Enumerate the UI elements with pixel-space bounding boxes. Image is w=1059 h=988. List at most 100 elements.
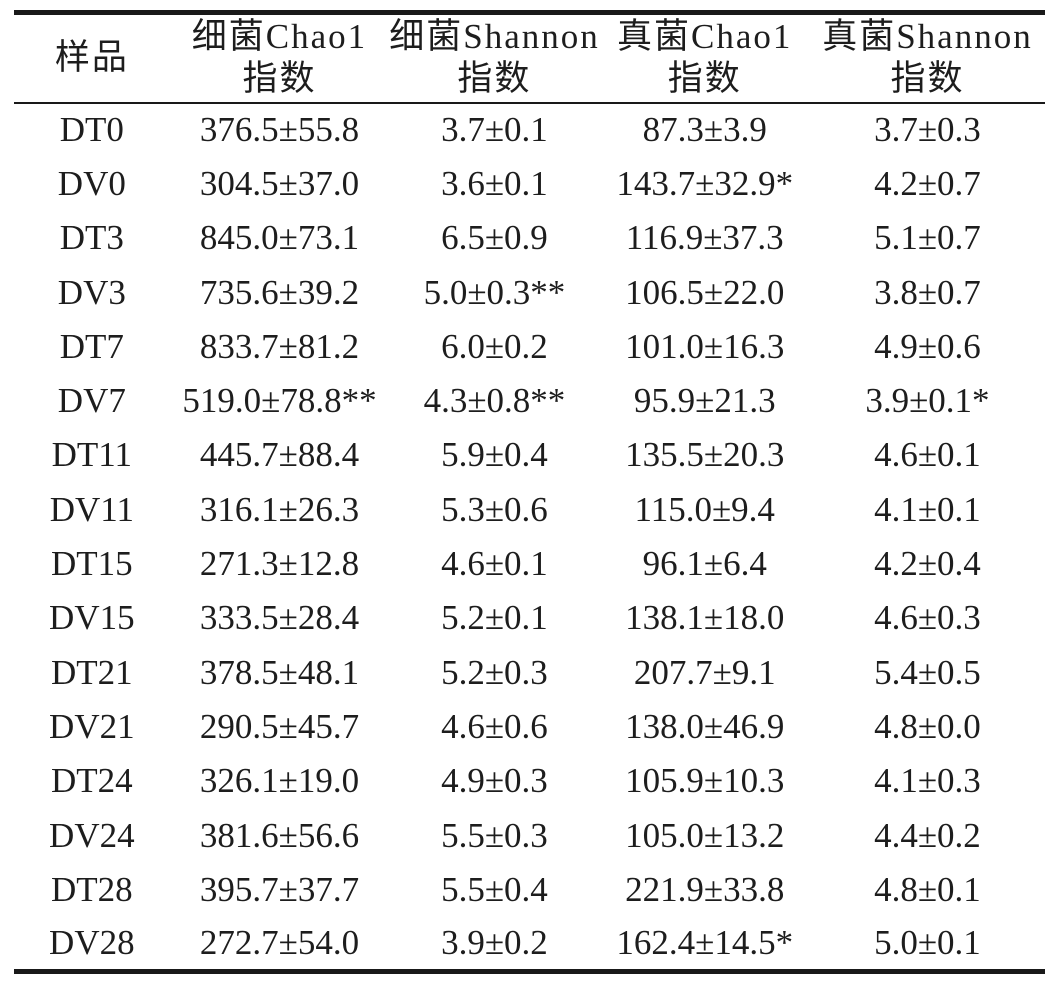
value-cell: 304.5±37.0: [199, 163, 360, 203]
column-header-fungi-shannon: 真菌Shannon 指数: [810, 13, 1045, 103]
value-cell: 4.9±0.6: [874, 326, 981, 366]
table-row: DT3 845.0±73.1 6.5±0.9 116.9±37.3 5.1±0.7: [14, 211, 1045, 265]
value-cell: 3.7±0.1: [441, 110, 548, 150]
value-cell: 378.5±48.1: [199, 652, 360, 692]
value-cell: 5.1±0.7: [874, 218, 981, 258]
value-cell: 845.0±73.1: [199, 218, 360, 258]
value-cell: 5.0±0.3**: [423, 272, 566, 312]
sample-id-cell: DT3: [59, 218, 124, 258]
value-cell: 3.7±0.3: [874, 110, 981, 150]
value-cell: 6.5±0.9: [441, 218, 548, 258]
value-cell: 95.9±21.3: [633, 381, 776, 421]
value-cell: 316.1±26.3: [199, 489, 360, 529]
table-body: DT0 376.5±55.8 3.7±0.1 87.3±3.9 3.7±0.3 DV0 30…: [14, 103, 1045, 972]
sample-id-cell: DV7: [57, 381, 126, 421]
value-cell: 4.8±0.1: [874, 869, 981, 909]
table-row: DV3 735.6±39.2 5.0±0.3** 106.5±22.0 3.8±0.7: [14, 265, 1045, 319]
sample-id-cell: DT0: [59, 110, 124, 150]
header-label-line1: 细菌Shannon: [389, 16, 600, 56]
value-cell: 4.1±0.3: [874, 761, 981, 801]
value-cell: 5.2±0.3: [441, 652, 548, 692]
value-cell: 5.0±0.1: [874, 922, 981, 962]
sample-id-cell: DV3: [57, 272, 126, 312]
value-cell: 381.6±56.6: [199, 815, 360, 855]
table-header: 样品 细菌Chao1 指数 细菌Shannon 指数 真菌Chao1 指数 真菌…: [14, 13, 1045, 103]
value-cell: 326.1±19.0: [199, 761, 360, 801]
value-cell: 290.5±45.7: [199, 706, 360, 746]
header-row: 样品 细菌Chao1 指数 细菌Shannon 指数 真菌Chao1 指数 真菌…: [14, 13, 1045, 103]
value-cell: 105.9±10.3: [625, 761, 785, 801]
value-cell: 4.1±0.1: [874, 489, 981, 529]
value-cell: 4.9±0.3: [441, 761, 548, 801]
value-cell: 4.2±0.7: [874, 163, 981, 203]
value-cell: 735.6±39.2: [199, 272, 360, 312]
table-row: DV11 316.1±26.3 5.3±0.6 115.0±9.4 4.1±0.1: [14, 483, 1045, 537]
value-cell: 4.8±0.0: [874, 706, 981, 746]
value-cell: 116.9±37.3: [625, 218, 784, 258]
value-cell: 4.6±0.3: [874, 598, 981, 638]
header-label-line1: 真菌Shannon: [822, 16, 1033, 56]
value-cell: 5.3±0.6: [441, 489, 548, 529]
table-row: DT28 395.7±37.7 5.5±0.4 221.9±33.8 4.8±0.1: [14, 863, 1045, 917]
header-label-line2: 指数: [890, 59, 965, 99]
value-cell: 4.6±0.1: [874, 435, 981, 475]
value-cell: 87.3±3.9: [642, 110, 767, 150]
header-label-line1: 真菌Chao1: [617, 16, 793, 56]
value-cell: 115.0±9.4: [634, 489, 775, 529]
table-row: DV0 304.5±37.0 3.6±0.1 143.7±32.9* 4.2±0.7: [14, 157, 1045, 211]
sample-id-cell: DV21: [49, 706, 135, 746]
value-cell: 3.6±0.1: [441, 163, 548, 203]
value-cell: 5.5±0.4: [441, 869, 548, 909]
sample-id-cell: DT7: [59, 326, 124, 366]
sample-id-cell: DV15: [49, 598, 135, 638]
table-row: DT21 378.5±48.1 5.2±0.3 207.7±9.1 5.4±0.5: [14, 645, 1045, 699]
value-cell: 376.5±55.8: [199, 110, 360, 150]
diversity-index-table: 样品 细菌Chao1 指数 细菌Shannon 指数 真菌Chao1 指数 真菌…: [14, 10, 1045, 974]
value-cell: 5.5±0.3: [441, 815, 548, 855]
sample-id-cell: DT21: [51, 652, 133, 692]
value-cell: 207.7±9.1: [633, 652, 776, 692]
sample-id-cell: DV28: [49, 922, 135, 962]
value-cell: 138.0±46.9: [625, 706, 785, 746]
column-header-sample: 样品: [14, 13, 170, 103]
sample-id-cell: DV0: [57, 163, 126, 203]
value-cell: 519.0±78.8**: [182, 381, 377, 421]
table-row: DT15 271.3±12.8 4.6±0.1 96.1±6.4 4.2±0.4: [14, 537, 1045, 591]
sample-id-cell: DV11: [49, 489, 134, 529]
value-cell: 162.4±14.5*: [616, 922, 794, 962]
value-cell: 271.3±12.8: [199, 544, 360, 584]
value-cell: 272.7±54.0: [199, 922, 360, 962]
table-row: DV28 272.7±54.0 3.9±0.2 162.4±14.5* 5.0±0.1: [14, 917, 1045, 971]
header-label: 样品: [54, 37, 129, 77]
table-row: DV15 333.5±28.4 5.2±0.1 138.1±18.0 4.6±0.3: [14, 591, 1045, 645]
table-row: DV7 519.0±78.8** 4.3±0.8** 95.9±21.3 3.9±0.1…: [14, 374, 1045, 428]
value-cell: 3.8±0.7: [874, 272, 981, 312]
value-cell: 135.5±20.3: [625, 435, 785, 475]
value-cell: 333.5±28.4: [199, 598, 360, 638]
value-cell: 138.1±18.0: [625, 598, 785, 638]
value-cell: 5.2±0.1: [441, 598, 548, 638]
column-header-bacteria-shannon: 细菌Shannon 指数: [389, 13, 599, 103]
sample-id-cell: DT24: [51, 761, 133, 801]
value-cell: 6.0±0.2: [441, 326, 548, 366]
value-cell: 3.9±0.1*: [865, 381, 990, 421]
value-cell: 105.0±13.2: [625, 815, 785, 855]
value-cell: 143.7±32.9*: [616, 163, 794, 203]
column-header-bacteria-chao1: 细菌Chao1 指数: [170, 13, 390, 103]
value-cell: 96.1±6.4: [642, 544, 767, 584]
value-cell: 4.6±0.6: [441, 706, 548, 746]
header-label-line2: 指数: [457, 59, 532, 99]
column-header-fungi-chao1: 真菌Chao1 指数: [600, 13, 810, 103]
table-row: DT11 445.7±88.4 5.9±0.4 135.5±20.3 4.6±0.1: [14, 428, 1045, 482]
value-cell: 3.9±0.2: [441, 922, 548, 962]
sample-id-cell: DT15: [51, 544, 133, 584]
value-cell: 4.4±0.2: [874, 815, 981, 855]
sample-id-cell: DV24: [49, 815, 135, 855]
table-row: DV24 381.6±56.6 5.5±0.3 105.0±13.2 4.4±0.2: [14, 808, 1045, 862]
header-label-line2: 指数: [242, 59, 317, 99]
table-row: DV21 290.5±45.7 4.6±0.6 138.0±46.9 4.8±0.0: [14, 700, 1045, 754]
value-cell: 106.5±22.0: [625, 272, 785, 312]
value-cell: 4.6±0.1: [441, 544, 548, 584]
table-row: DT7 833.7±81.2 6.0±0.2 101.0±16.3 4.9±0.6: [14, 320, 1045, 374]
